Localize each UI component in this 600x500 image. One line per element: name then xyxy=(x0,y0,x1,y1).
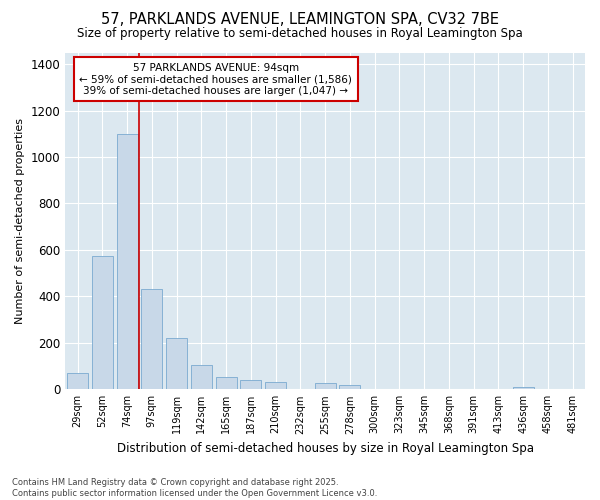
Bar xyxy=(141,290,163,390)
Text: Contains HM Land Registry data © Crown copyright and database right 2025.
Contai: Contains HM Land Registry data © Crown c… xyxy=(12,478,377,498)
Text: Size of property relative to semi-detached houses in Royal Leamington Spa: Size of property relative to semi-detach… xyxy=(77,28,523,40)
Bar xyxy=(512,387,533,390)
Bar xyxy=(340,384,361,390)
Bar xyxy=(166,338,187,390)
Bar xyxy=(314,384,335,390)
X-axis label: Distribution of semi-detached houses by size in Royal Leamington Spa: Distribution of semi-detached houses by … xyxy=(116,442,533,455)
Bar xyxy=(191,365,212,390)
Text: 57, PARKLANDS AVENUE, LEAMINGTON SPA, CV32 7BE: 57, PARKLANDS AVENUE, LEAMINGTON SPA, CV… xyxy=(101,12,499,28)
Bar xyxy=(241,380,262,390)
Bar xyxy=(92,256,113,390)
Bar xyxy=(265,382,286,390)
Y-axis label: Number of semi-detached properties: Number of semi-detached properties xyxy=(15,118,25,324)
Bar xyxy=(67,373,88,390)
Bar xyxy=(116,134,137,390)
Text: 57 PARKLANDS AVENUE: 94sqm
← 59% of semi-detached houses are smaller (1,586)
39%: 57 PARKLANDS AVENUE: 94sqm ← 59% of semi… xyxy=(79,62,352,96)
Bar xyxy=(215,376,236,390)
